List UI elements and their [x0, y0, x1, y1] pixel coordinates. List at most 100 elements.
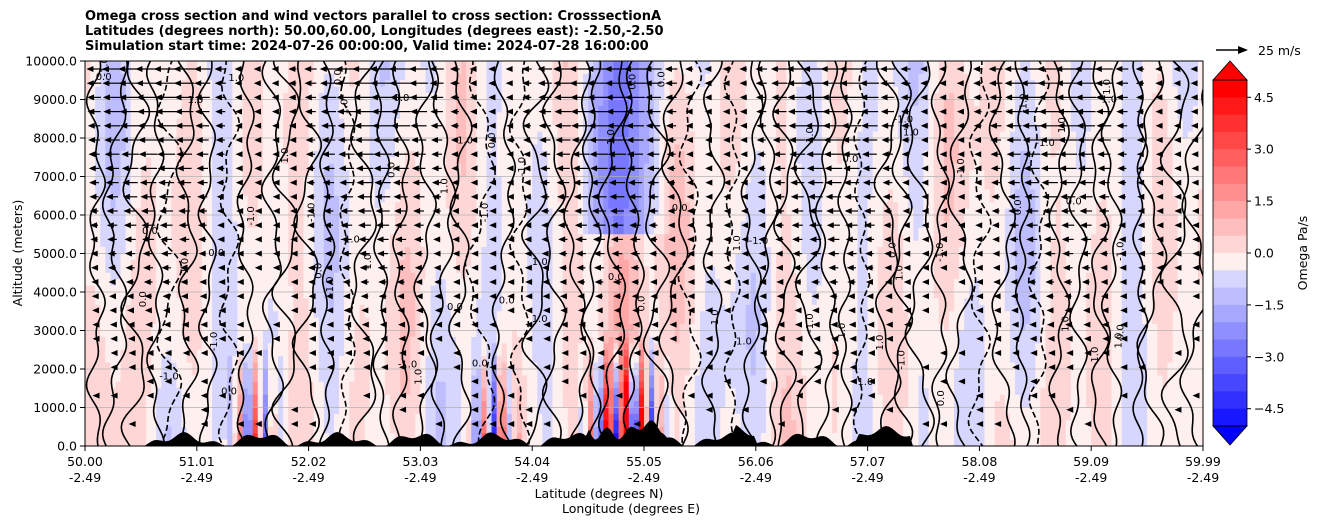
omega-cell [145, 118, 152, 126]
omega-cell [232, 93, 239, 101]
omega-cell [125, 253, 132, 261]
omega-cell [237, 259, 244, 267]
omega-cell [425, 298, 432, 306]
omega-cell [85, 381, 91, 389]
omega-cell [450, 227, 457, 235]
omega-cell [374, 407, 381, 415]
omega-cell [191, 138, 198, 146]
omega-cell [303, 234, 310, 242]
omega-cell [85, 125, 91, 133]
omega-cell [262, 272, 269, 280]
omega-cell [206, 150, 213, 158]
omega-cell [156, 343, 162, 351]
omega-cell [120, 131, 127, 139]
omega-cell [481, 99, 488, 107]
omega-cell [151, 73, 157, 81]
omega-cell [450, 407, 457, 415]
omega-cell [461, 259, 467, 267]
omega-cell [405, 86, 411, 94]
omega-cell [501, 420, 508, 428]
omega-cell [496, 170, 503, 178]
omega-cell [151, 259, 157, 267]
omega-cell [166, 253, 172, 261]
omega-cell [394, 407, 401, 415]
omega-cell [135, 61, 142, 69]
omega-cell [313, 93, 320, 101]
omega-cell [425, 292, 432, 300]
omega-cell [95, 227, 101, 235]
omega-cell [445, 362, 452, 370]
omega-cell [227, 112, 233, 120]
omega-cell [257, 356, 264, 364]
omega-cell [191, 394, 198, 402]
omega-cell [257, 324, 264, 332]
omega-cell [364, 381, 371, 389]
omega-cell [481, 61, 488, 69]
omega-cell [461, 195, 467, 203]
omega-cell [171, 240, 178, 248]
omega-cell [242, 343, 249, 351]
omega-cell [339, 247, 345, 255]
omega-cell [212, 93, 218, 101]
omega-cell [105, 144, 112, 152]
omega-cell [476, 93, 482, 101]
omega-cell [374, 157, 381, 165]
omega-cell [471, 112, 477, 120]
omega-cell [466, 311, 472, 319]
omega-cell [308, 311, 315, 319]
omega-cell [161, 349, 167, 357]
omega-cell [120, 163, 127, 171]
omega-cell [90, 195, 96, 203]
omega-cell [440, 439, 447, 446]
omega-cell [222, 215, 228, 223]
omega-cell [313, 208, 320, 216]
omega-cell [445, 163, 452, 171]
omega-cell [135, 73, 142, 81]
omega-cell [232, 73, 239, 81]
omega-cell [145, 336, 152, 344]
omega-cell [140, 112, 147, 120]
omega-cell [466, 407, 472, 415]
omega-cell [273, 259, 279, 267]
omega-cell [252, 138, 259, 146]
omega-cell [405, 375, 411, 383]
omega-cell [481, 80, 488, 88]
omega-cell [308, 131, 315, 139]
omega-cell [176, 420, 183, 428]
omega-cell [466, 401, 472, 409]
omega-cell [318, 343, 325, 351]
omega-cell [328, 356, 335, 364]
omega-cell [501, 304, 508, 312]
omega-cell [191, 86, 198, 94]
omega-cell [313, 420, 320, 428]
omega-cell [486, 112, 493, 120]
omega-cell [415, 401, 421, 409]
omega-cell [176, 343, 183, 351]
omega-cell [191, 253, 198, 261]
omega-cell [232, 253, 239, 261]
omega-cell [354, 362, 361, 370]
omega-cell [191, 420, 198, 428]
omega-cell [161, 86, 167, 94]
omega-cell [339, 413, 345, 421]
omega-cell [328, 112, 335, 120]
omega-cell [466, 125, 472, 133]
omega-cell [130, 208, 137, 216]
omega-cell [247, 279, 254, 287]
omega-cell [344, 394, 350, 402]
omega-cell [156, 99, 162, 107]
omega-cell [212, 433, 218, 441]
omega-cell [328, 227, 335, 235]
omega-cell [486, 144, 493, 152]
omega-cell [364, 208, 371, 216]
omega-cell [156, 433, 162, 441]
omega-cell [191, 413, 198, 421]
omega-cell [481, 67, 488, 75]
omega-cell [318, 349, 325, 357]
omega-cell [145, 227, 152, 235]
omega-cell [171, 304, 178, 312]
omega-cell [476, 304, 482, 312]
omega-cell [227, 234, 233, 242]
omega-cell [125, 388, 132, 396]
omega-cell [435, 266, 442, 274]
